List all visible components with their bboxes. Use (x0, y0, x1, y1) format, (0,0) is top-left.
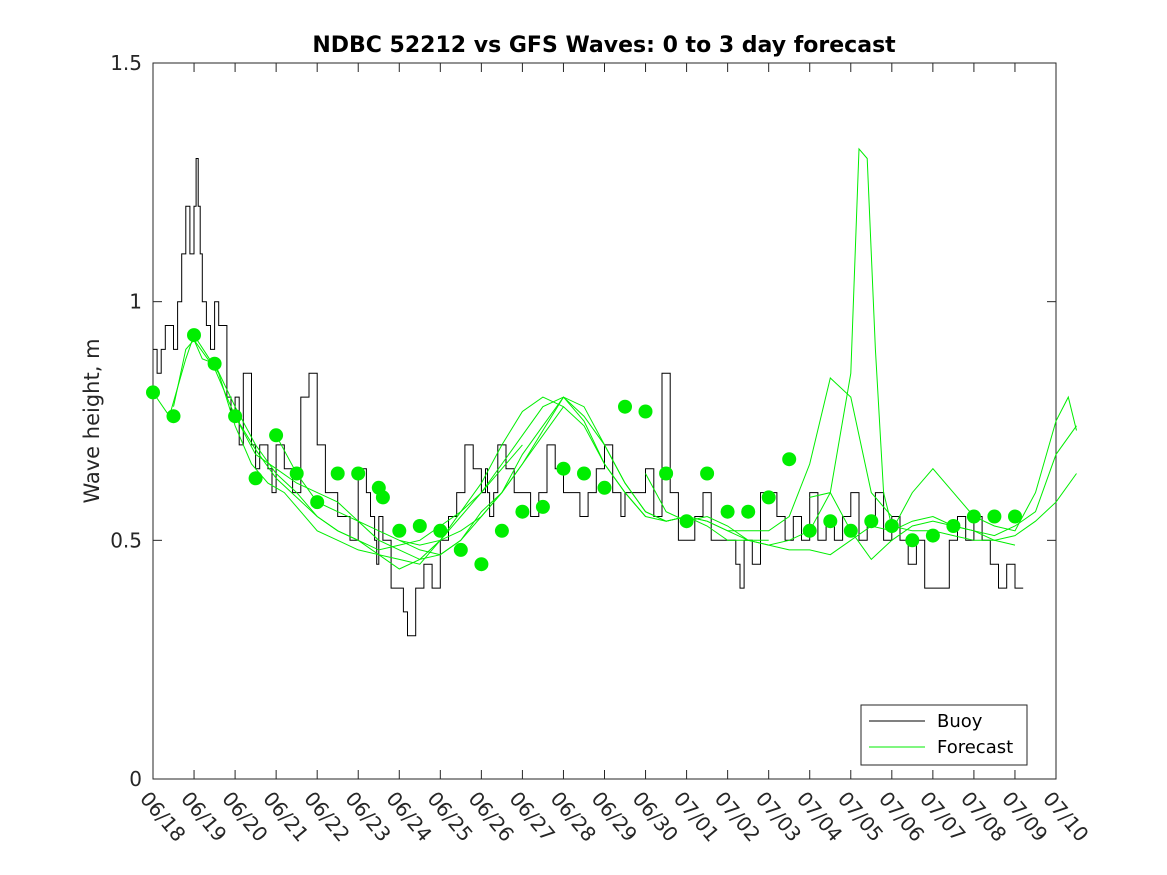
forecast-marker (412, 519, 427, 533)
y-tick-label: 0 (129, 767, 142, 791)
forecast-marker (597, 480, 612, 495)
forecast-marker (556, 461, 571, 476)
forecast-marker (310, 495, 325, 510)
legend-buoy-label: Buoy (937, 711, 983, 732)
forecast-marker (146, 385, 160, 400)
forecast-marker (269, 428, 284, 443)
forecast-line-6 (399, 147, 1016, 556)
forecast-marker (802, 523, 817, 538)
plot-area (146, 62, 1077, 780)
y-axis-ticks: 0 0.5 1 1.5 (110, 51, 1056, 791)
forecast-line-5 (275, 377, 893, 560)
forecast-marker (577, 466, 591, 481)
forecast-marker (864, 514, 879, 529)
forecast-marker (187, 328, 201, 343)
forecast-marker (433, 523, 448, 538)
forecast-marker (248, 471, 263, 486)
forecast-marker (494, 523, 509, 538)
forecast-marker (515, 504, 530, 519)
forecast-marker (330, 466, 345, 481)
forecast-markers (146, 328, 1022, 572)
forecast-marker (618, 399, 632, 414)
forecast-marker (987, 509, 1002, 524)
legend-forecast-label: Forecast (937, 737, 1013, 758)
forecast-line-3 (193, 339, 646, 551)
legend: Buoy Forecast (860, 704, 1028, 766)
forecast-marker (375, 490, 390, 505)
forecast-marker (659, 466, 674, 481)
buoy-series (153, 158, 1024, 637)
forecast-marker (228, 409, 243, 424)
forecast-marker (289, 466, 304, 481)
forecast-marker (535, 499, 550, 514)
forecast-marker (782, 452, 797, 467)
forecast-marker (843, 523, 858, 538)
y-tick-label: 1.5 (110, 51, 142, 75)
forecast-marker (925, 528, 940, 543)
forecast-marker (453, 542, 468, 557)
chart-title: NDBC 52212 vs GFS Waves: 0 to 3 day fore… (312, 33, 896, 58)
y-axis-label: Wave height, m (80, 338, 104, 503)
forecast-marker (720, 504, 735, 519)
forecast-marker (905, 533, 920, 548)
axes-box (152, 62, 1057, 780)
y-tick-label: 0.5 (110, 528, 142, 552)
forecast-line-9 (891, 473, 1077, 541)
forecast-line-1 (152, 333, 523, 565)
forecast-marker (761, 490, 776, 505)
forecast-marker (946, 519, 961, 533)
y-tick-label: 1 (129, 290, 142, 314)
forecast-marker (1008, 509, 1022, 524)
forecast-marker (392, 523, 407, 538)
legend-box (860, 704, 1028, 766)
forecast-marker (474, 557, 489, 572)
forecast-marker (741, 504, 756, 519)
forecast-marker (884, 519, 899, 533)
buoy-line (153, 158, 1024, 637)
forecast-marker (823, 514, 838, 529)
forecast-marker (207, 356, 222, 371)
forecast-marker (679, 514, 694, 529)
forecast-marker (166, 409, 181, 424)
forecast-marker (351, 466, 366, 481)
forecast-marker (638, 404, 653, 419)
forecast-marker (700, 466, 715, 481)
forecast-marker (966, 509, 981, 524)
